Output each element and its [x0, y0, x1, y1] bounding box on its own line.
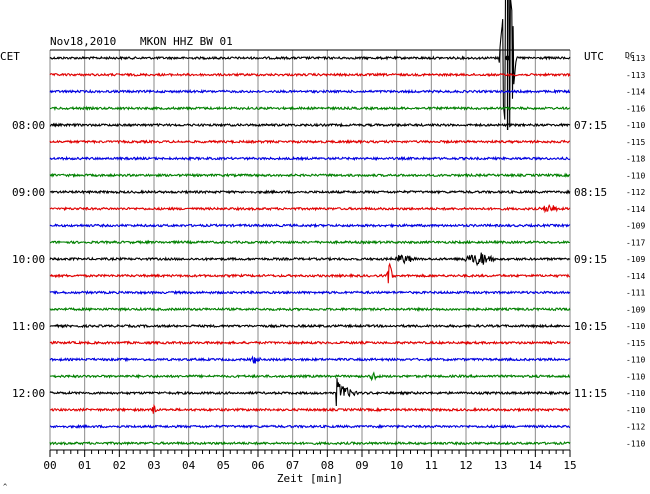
right-time-label-1015: 10:15	[574, 320, 607, 333]
seismic-trace-19	[49, 371, 571, 382]
x-tick-label-13: 13	[494, 459, 507, 472]
right-time-label-0915: 09:15	[574, 253, 607, 266]
x-tick-label-12: 12	[459, 459, 472, 472]
x-tick-label-09: 09	[355, 459, 368, 472]
seismic-trace-20	[49, 378, 571, 407]
dc-offset-label-1: -113	[626, 71, 645, 80]
right-time-label-0715: 07:15	[574, 119, 607, 132]
seismic-trace-8	[49, 189, 571, 195]
dc-offset-label-13: -114	[626, 272, 645, 281]
x-tick-label-06: 06	[251, 459, 264, 472]
x-tick-label-07: 07	[286, 459, 299, 472]
seismic-trace-1	[49, 72, 571, 78]
dc-offset-label-9: -114	[626, 205, 645, 214]
dc-offset-label-2: -114	[626, 88, 645, 97]
dc-offset-label-14: -111	[626, 289, 645, 298]
dc-offset-label-0: -113	[626, 54, 645, 63]
x-axis: 00 01 02 03 04 05 06 07 08 09 10 11 12 13 14 15	[43, 450, 577, 472]
dc-offset-label-17: -115	[626, 339, 645, 348]
dc-offset-label-22: -112	[626, 423, 645, 432]
dc-offset-label-3: -116	[626, 104, 645, 113]
x-tick-label-14: 14	[529, 459, 543, 472]
left-time-label-0800: 08:00	[12, 119, 45, 132]
seismic-trace-15	[49, 306, 571, 313]
dc-offset-label-15: -109	[626, 305, 645, 314]
dc-offset-label-23: -110	[626, 439, 645, 448]
x-tick-label-04: 04	[182, 459, 196, 472]
x-tick-label-00: 00	[43, 459, 56, 472]
x-axis-title: Zeit [min]	[277, 472, 343, 485]
dc-offset-label-12: -109	[626, 255, 645, 264]
left-time-label-1100: 11:00	[12, 320, 45, 333]
dc-offset-label-11: -117	[626, 238, 645, 247]
left-timezone-label: CET	[0, 50, 20, 63]
seismic-trace-21	[50, 403, 571, 414]
seismic-traces	[49, 0, 571, 446]
seismic-trace-11	[50, 239, 571, 245]
dc-offset-label-6: -118	[626, 155, 645, 164]
seismic-trace-13	[49, 262, 571, 284]
seismic-trace-3	[50, 105, 571, 112]
minute-grid	[49, 49, 571, 451]
dc-offset-labels: -113 -113 -114 -116 -110 -115 -118 -110 -112 -114…	[626, 54, 645, 448]
seismic-trace-22	[50, 423, 570, 430]
date-label: Nov18,2010	[50, 35, 116, 48]
left-time-label-0900: 09:00	[12, 186, 45, 199]
station-label: MKON HHZ BW 01	[140, 35, 233, 48]
seismic-trace-14	[49, 289, 571, 296]
right-timezone-label: UTC	[584, 50, 604, 63]
dc-offset-label-18: -110	[626, 356, 645, 365]
chart-header: Nov18,2010 MKON HHZ BW 01 CET UTC DC	[0, 35, 635, 63]
dc-offset-label-10: -109	[626, 222, 645, 231]
corner-mark: ^	[3, 483, 7, 491]
x-tick-label-01: 01	[78, 459, 91, 472]
seismic-trace-12	[49, 252, 571, 267]
dc-offset-label-21: -110	[626, 406, 645, 415]
seismic-trace-2	[49, 88, 570, 95]
dc-offset-label-16: -110	[626, 322, 645, 331]
seismic-trace-9	[49, 203, 571, 214]
dc-offset-label-5: -115	[626, 138, 645, 147]
x-tick-label-03: 03	[147, 459, 160, 472]
seismic-trace-4	[49, 122, 571, 128]
dc-offset-label-4: -110	[626, 121, 645, 130]
seismic-trace-16	[49, 323, 571, 329]
x-tick-label-11: 11	[425, 459, 438, 472]
right-time-label-1115: 11:15	[574, 387, 607, 400]
seismic-trace-7	[49, 172, 571, 178]
left-time-labels: 08:00 09:00 10:00 11:00 12:00	[12, 119, 45, 400]
dc-offset-label-19: -110	[626, 372, 645, 381]
right-time-label-0815: 08:15	[574, 186, 607, 199]
x-tick-label-10: 10	[390, 459, 403, 472]
seismic-trace-5	[49, 139, 570, 145]
x-tick-label-02: 02	[113, 459, 126, 472]
dc-header-label: DC	[625, 51, 635, 60]
seismic-trace-17	[49, 340, 571, 346]
seismic-trace-6	[49, 155, 571, 162]
dc-offset-label-20: -110	[626, 389, 645, 398]
x-tick-label-05: 05	[217, 459, 230, 472]
right-time-labels: 07:15 08:15 09:15 10:15 11:15	[574, 119, 607, 400]
dc-offset-label-8: -112	[626, 188, 645, 197]
x-tick-label-08: 08	[321, 459, 334, 472]
seismic-trace-10	[49, 222, 571, 229]
left-time-label-1200: 12:00	[12, 387, 45, 400]
x-tick-label-15: 15	[563, 459, 576, 472]
seismic-trace-0	[49, 0, 571, 128]
seismic-trace-18	[49, 355, 571, 364]
dc-offset-label-7: -110	[626, 171, 645, 180]
seismic-trace-23	[49, 440, 571, 446]
left-time-label-1000: 10:00	[12, 253, 45, 266]
seismic-spike-marker-trace-0	[505, 55, 511, 61]
